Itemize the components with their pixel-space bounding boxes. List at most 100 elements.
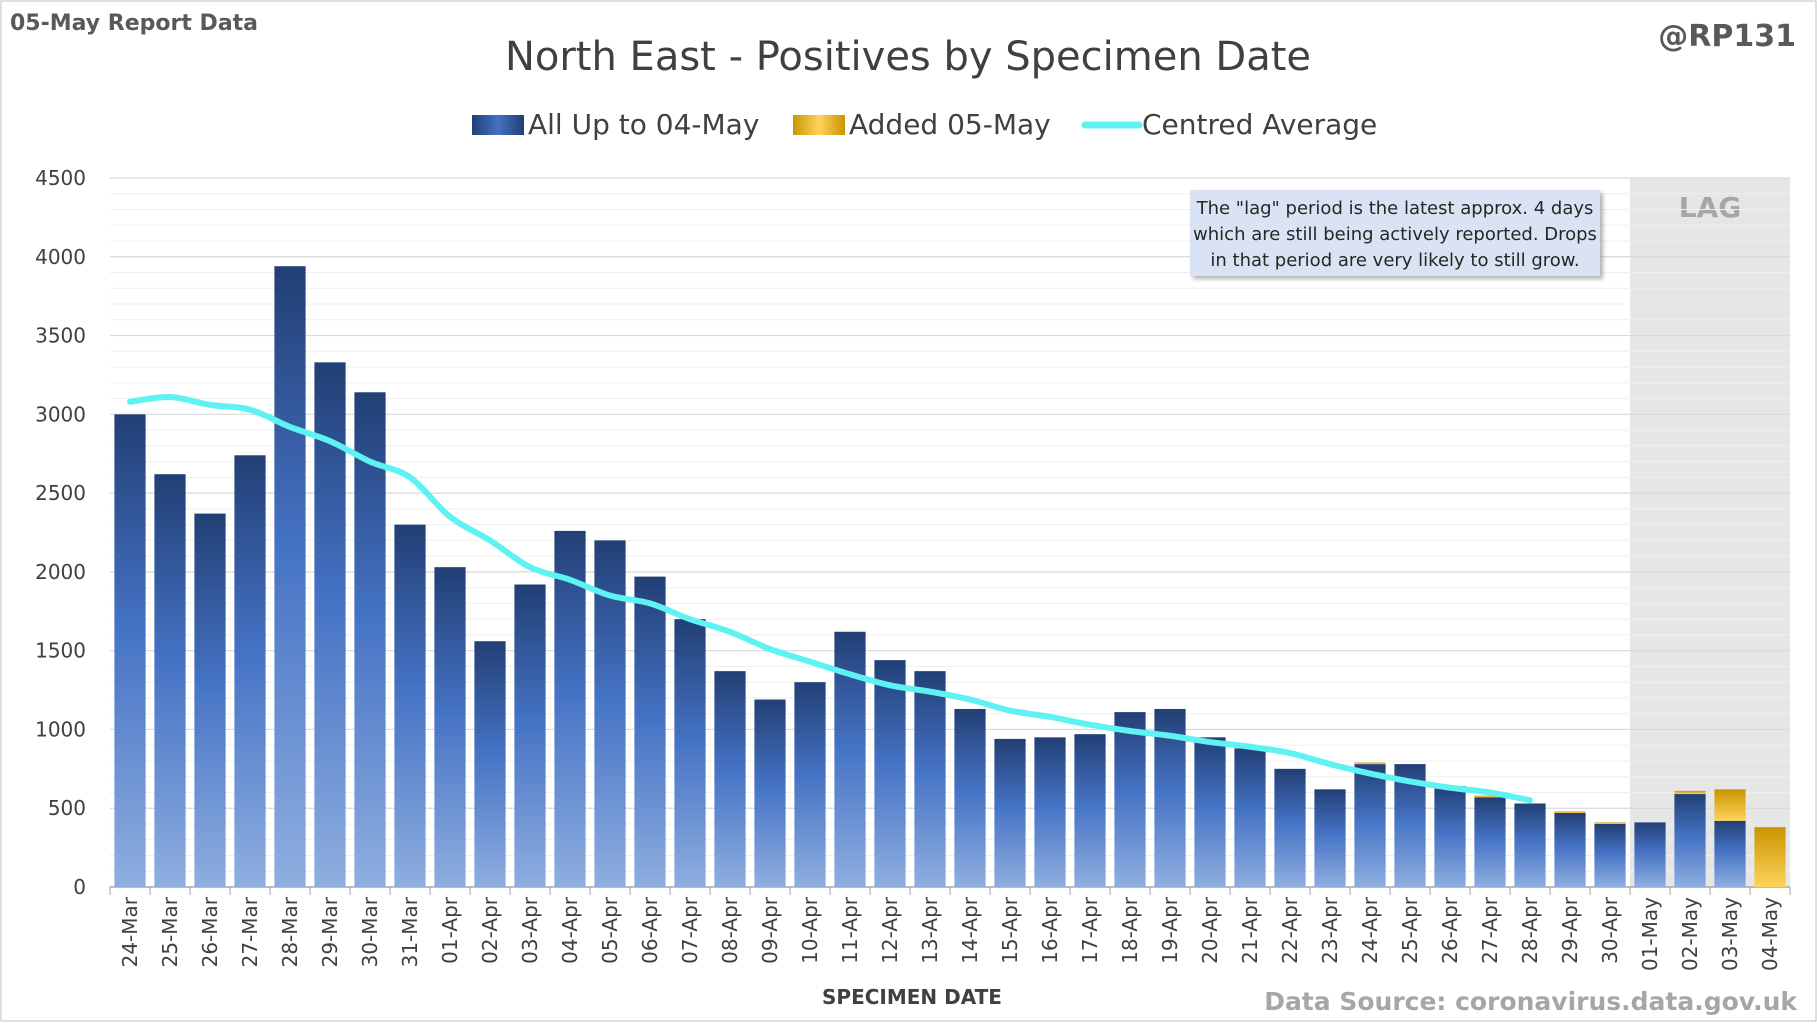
x-tick-label: 26-Apr — [1438, 896, 1462, 964]
bar-all-27-Mar — [234, 455, 266, 887]
bar-all-15-Apr — [994, 738, 1026, 887]
x-tick-label: 01-May — [1638, 897, 1662, 971]
bar-all-01-May — [1634, 822, 1666, 887]
x-tick-label: 04-Apr — [558, 896, 582, 964]
y-tick-label: 3000 — [35, 402, 86, 426]
x-tick-label: 04-May — [1758, 897, 1782, 971]
y-tick-label: 2000 — [35, 560, 86, 584]
bar-all-28-Mar — [274, 266, 306, 888]
x-tick-label: 16-Apr — [1038, 896, 1062, 964]
y-tick-label: 2500 — [35, 481, 86, 505]
legend-label-average: Centred Average — [1142, 108, 1377, 141]
x-tick-label: 29-Apr — [1558, 896, 1582, 964]
y-tick-label: 1500 — [35, 639, 86, 663]
x-tick-label: 02-May — [1678, 897, 1702, 971]
x-tick-label: 11-Apr — [838, 896, 862, 964]
bar-all-14-Apr — [954, 708, 986, 887]
bar-all-25-Mar — [154, 474, 186, 887]
handle-label: @RP131 — [1658, 19, 1796, 54]
bar-all-20-Apr — [1194, 737, 1226, 887]
bar-added-02-May — [1674, 790, 1706, 795]
bar-added-04-May — [1754, 827, 1786, 887]
x-tick-label: 15-Apr — [998, 896, 1022, 964]
legend-label-all: All Up to 04-May — [528, 108, 759, 141]
x-tick-label: 18-Apr — [1118, 896, 1142, 964]
bar-all-24-Apr — [1354, 764, 1386, 887]
x-tick-label: 25-Apr — [1398, 896, 1422, 964]
bar-all-13-Apr — [914, 671, 946, 887]
x-axis-ticks: 24-Mar 25-Mar 26-Mar 27-Mar 28-Mar 29-Mar 30-M… — [109, 887, 1791, 971]
centred-average-line — [127, 394, 1533, 804]
y-tick-label: 500 — [48, 796, 86, 820]
x-tick-label: 25-Mar — [158, 896, 182, 967]
x-tick-label: 07-Apr — [678, 896, 702, 964]
x-tick-label: 19-Apr — [1158, 896, 1182, 964]
bar-all-21-Apr — [1234, 748, 1266, 887]
x-tick-label: 10-Apr — [798, 896, 822, 964]
bar-added-24-Apr — [1354, 762, 1386, 765]
bars — [114, 266, 1786, 888]
bar-all-04-Apr — [554, 530, 586, 887]
x-tick-label: 24-Mar — [118, 896, 142, 967]
bar-all-10-Apr — [794, 682, 826, 887]
legend: All Up to 04-May Added 05-May Centred Av… — [472, 108, 1377, 141]
lag-band — [1630, 178, 1790, 887]
lag-note: The "lag" period is the latest approx. 4… — [1190, 190, 1600, 276]
bar-added-27-Apr — [1474, 795, 1506, 798]
bar-all-24-Mar — [114, 414, 146, 887]
lag-note-box — [1190, 190, 1600, 276]
bar-all-07-Apr — [674, 619, 706, 887]
x-tick-label: 05-Apr — [598, 896, 622, 964]
chart-title: North East - Positives by Specimen Date — [505, 34, 1311, 80]
bar-all-27-Apr — [1474, 797, 1506, 887]
bar-all-03-May — [1714, 820, 1746, 887]
lag-note-line-1: The "lag" period is the latest approx. 4… — [1196, 198, 1594, 219]
bar-all-12-Apr — [874, 660, 906, 887]
lag-note-line-3: in that period are very likely to still … — [1210, 250, 1579, 271]
data-source: Data Source: coronavirus.data.gov.uk — [1264, 987, 1798, 1016]
x-tick-label: 02-Apr — [478, 896, 502, 964]
bar-all-02-Apr — [474, 641, 506, 887]
y-tick-label: 3500 — [35, 324, 86, 348]
legend-label-added: Added 05-May — [849, 108, 1051, 141]
bar-all-08-Apr — [714, 671, 746, 887]
x-tick-label: 13-Apr — [918, 896, 942, 964]
bar-all-29-Mar — [314, 362, 346, 888]
x-tick-label: 03-Apr — [518, 896, 542, 964]
y-tick-label: 4500 — [35, 166, 86, 190]
bar-added-03-May — [1714, 789, 1746, 821]
legend-swatch-all — [472, 115, 524, 135]
x-tick-label: 12-Apr — [878, 896, 902, 964]
report-label: 05-May Report Data — [10, 11, 258, 36]
x-tick-label: 23-Apr — [1318, 896, 1342, 964]
gridlines — [110, 177, 1790, 888]
x-tick-label: 20-Apr — [1198, 896, 1222, 964]
bar-added-30-Apr — [1594, 822, 1626, 824]
x-tick-label: 27-Apr — [1478, 896, 1502, 964]
bar-all-03-Apr — [514, 584, 546, 887]
bar-all-30-Apr — [1594, 823, 1626, 887]
bar-all-23-Apr — [1314, 789, 1346, 887]
y-axis-ticks: 0 500 1000 1500 2000 2500 3000 3500 4000 4500 — [35, 166, 86, 899]
lag-note-line-2: which are still being actively reported.… — [1193, 224, 1597, 245]
x-tick-label: 30-Mar — [358, 896, 382, 967]
bar-all-31-Mar — [394, 524, 426, 887]
bar-all-28-Apr — [1514, 803, 1546, 887]
x-tick-label: 28-Apr — [1518, 896, 1542, 964]
x-axis-title: SPECIMEN DATE — [822, 985, 1002, 1009]
bar-all-06-Apr — [634, 576, 666, 887]
x-tick-label: 17-Apr — [1078, 896, 1102, 964]
bar-all-02-May — [1674, 794, 1706, 887]
bar-all-30-Mar — [354, 392, 386, 887]
x-tick-label: 22-Apr — [1278, 896, 1302, 964]
x-tick-label: 29-Mar — [318, 896, 342, 967]
bar-all-26-Mar — [194, 513, 226, 887]
bar-all-29-Apr — [1554, 812, 1586, 887]
x-tick-label: 24-Apr — [1358, 896, 1382, 964]
bar-all-18-Apr — [1114, 712, 1146, 887]
x-tick-label: 08-Apr — [718, 896, 742, 964]
y-tick-label: 4000 — [35, 245, 86, 269]
